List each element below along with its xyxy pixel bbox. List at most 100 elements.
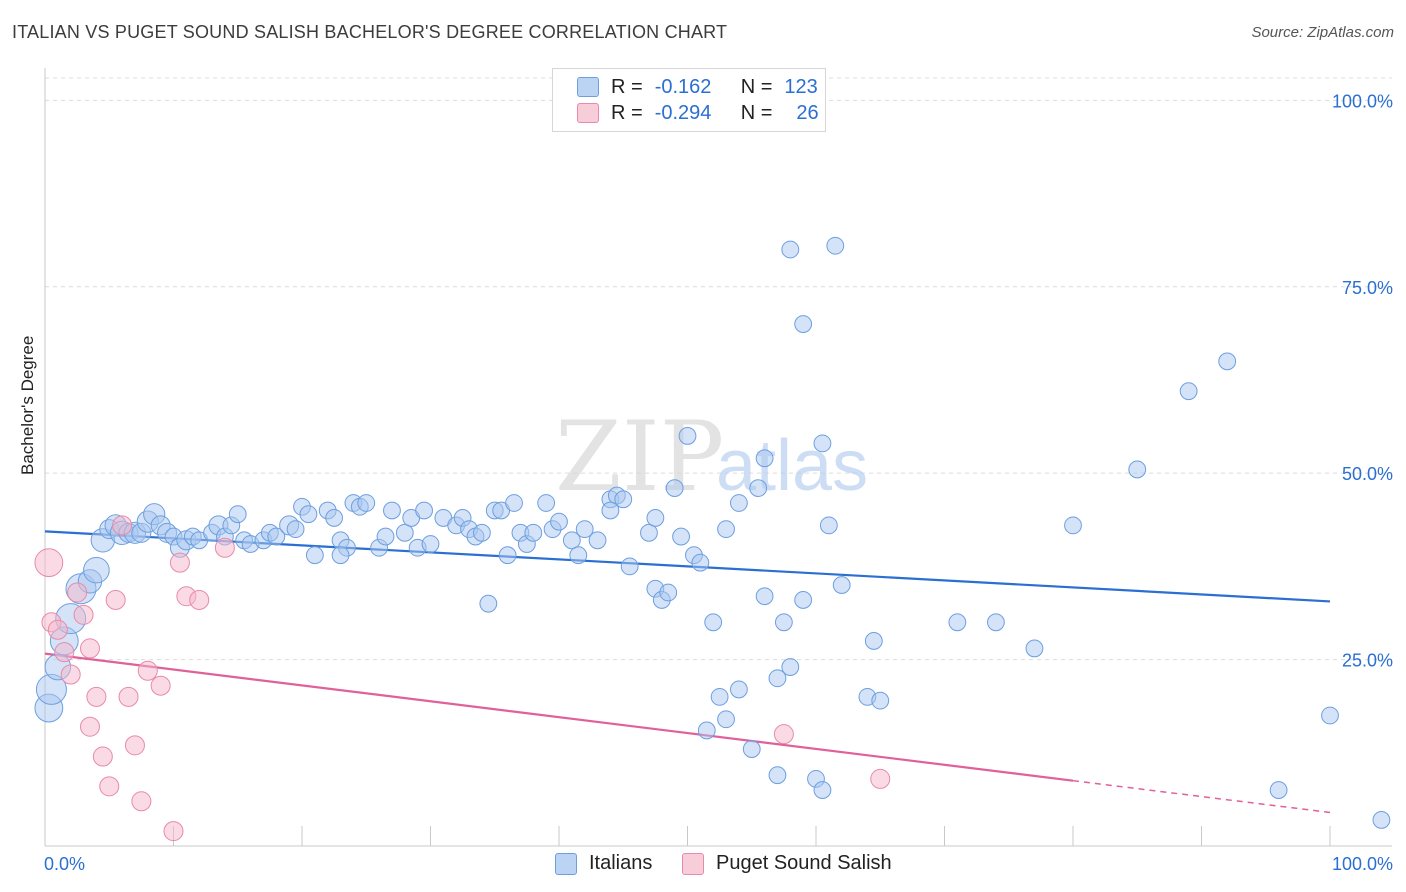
italians-point [697,721,716,740]
italians-point [383,501,401,520]
y-tick-label: 50.0% [1342,464,1393,484]
puget-point [870,768,891,789]
italians-point [755,587,774,606]
italians-point [948,613,967,632]
italians-point [498,546,517,565]
watermark-atlas: atlas [716,426,868,506]
stats-legend: R = -0.162 N = 123 R = -0.294 N = 26 [552,68,826,132]
italians-point [871,691,890,710]
stats-row-italians: R = -0.162 N = 123 [577,74,818,100]
italians-point [781,240,800,259]
y-tick-label: 75.0% [1342,278,1393,298]
chart-title: ITALIAN VS PUGET SOUND SALISH BACHELOR'S… [12,22,728,42]
puget-point [189,589,210,610]
series-puget [34,515,891,842]
italians-point [588,531,607,550]
r-label: R = [611,101,643,124]
italians-point [537,494,556,512]
italians-point [479,594,498,613]
watermark-zip: ZIP [555,401,724,513]
italians-point [864,632,883,650]
puget-point [73,604,94,625]
italians-point [299,505,318,524]
italians-point [395,523,414,542]
y-tick-label: 100.0% [1332,91,1393,111]
puget-point [79,638,100,659]
italians-point [717,520,735,539]
italians-point [1064,516,1082,535]
italians-point [987,613,1005,632]
italians-point [742,740,761,758]
trend-lines [44,530,1331,814]
source-label: Source: ZipAtlas.com [1251,24,1394,41]
legend-item-puget[interactable]: Puget Sound Salish [682,852,892,875]
puget-point [169,552,190,573]
series-italians [34,236,1391,829]
italians-point [826,236,845,255]
legend-item-italians[interactable]: Italians [555,852,652,875]
italians-point [665,479,684,497]
italians-point [569,546,588,565]
r-label: R = [611,75,643,98]
puget-point [137,660,158,681]
italians-point [768,669,787,688]
italians-point [717,710,735,729]
italians-swatch [577,77,599,97]
puget-trend-line [44,652,1074,782]
italians-point [228,505,247,524]
italians-point [562,531,581,550]
puget-legend-swatch [682,852,704,875]
n-label: N = [740,101,773,124]
italians-point [357,494,376,512]
puget-point [54,642,75,663]
italians-point [813,434,832,453]
italians-point [710,687,729,706]
tick-labels: 25.0% 50.0% 75.0% 100.0% 0.0% 100.0% [44,91,1393,874]
puget-point [67,582,88,603]
italians-point [267,527,286,546]
italians-point [1321,706,1339,725]
puget-point [34,548,64,578]
puget-point [124,735,145,756]
italians-point [1179,382,1198,401]
italians-point [819,516,838,535]
italians-point [331,546,350,565]
italians-point [781,658,800,676]
italians-point [659,583,678,602]
italians-point [813,781,832,799]
italians-point [376,527,395,546]
puget-point [86,686,107,707]
italians-point [672,527,690,546]
n-value: 26 [796,101,819,124]
italians-point [730,680,748,699]
italians-point [473,523,491,542]
n-label: N = [740,75,773,98]
legend-label-italians: Italians [589,852,653,874]
italians-point [1128,460,1147,479]
italians-point [415,501,433,520]
puget-swatch [577,103,599,123]
puget-point [112,515,133,536]
italians-point [614,490,633,509]
r-value: -0.294 [654,101,712,124]
puget-point [118,686,139,707]
data-points [34,236,1391,842]
italians-point [646,509,665,527]
italians-point [286,520,305,539]
grid-lines [45,77,1392,661]
stats-row-puget: R = -0.294 N = 26 [577,100,819,126]
italians-point [730,494,748,512]
puget-point [47,619,68,640]
puget-trend-extension [1072,779,1331,814]
italians-point [620,557,639,576]
italians-point [83,556,110,584]
puget-point [60,664,81,685]
italians-point [1269,781,1288,799]
x-tick-label: 100.0% [1332,854,1393,874]
puget-point [99,776,120,797]
puget-point [105,589,126,610]
italians-point [421,535,440,553]
series-legend: Italians Puget Sound Salish [0,852,1406,878]
italians-point [774,613,793,632]
italians-point [1025,639,1044,658]
